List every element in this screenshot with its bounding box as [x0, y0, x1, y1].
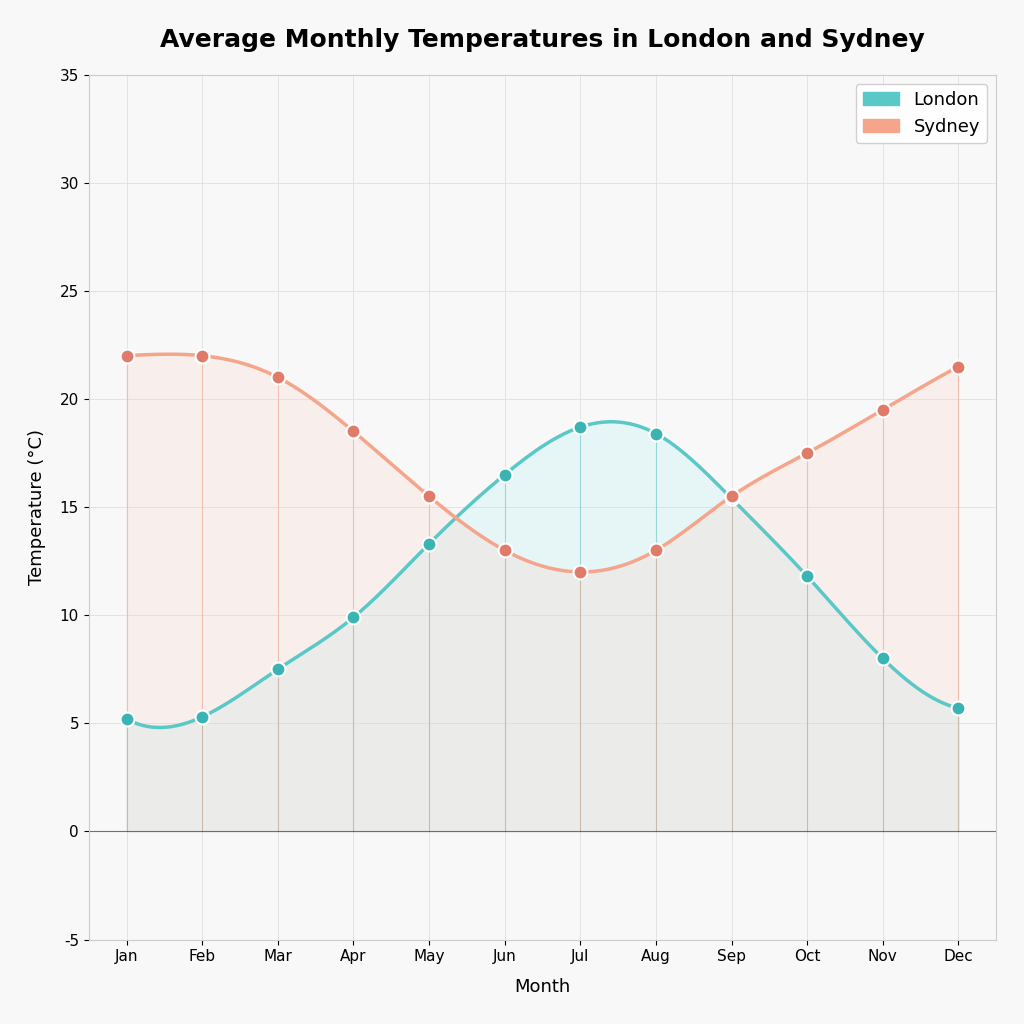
London: [604, 416, 616, 428]
Point: [950, 358, 967, 375]
Point: [799, 568, 815, 585]
London: [635, 421, 647, 433]
London: [622, 417, 634, 429]
London: [827, 599, 840, 611]
Y-axis label: Temperature (°C): Temperature (°C): [28, 429, 46, 585]
London: [121, 713, 133, 725]
Point: [874, 401, 891, 418]
Point: [723, 490, 739, 507]
Sydney: [827, 432, 840, 444]
Sydney: [123, 349, 135, 361]
X-axis label: Month: Month: [514, 978, 570, 996]
Sydney: [121, 349, 133, 361]
Point: [421, 536, 437, 552]
Line: Sydney: Sydney: [127, 354, 958, 572]
Point: [497, 467, 513, 483]
London: [952, 702, 965, 715]
London: [618, 417, 631, 429]
Point: [194, 347, 210, 364]
Title: Average Monthly Temperatures in London and Sydney: Average Monthly Temperatures in London a…: [160, 28, 925, 52]
Legend: London, Sydney: London, Sydney: [856, 84, 987, 143]
Point: [269, 369, 286, 385]
Line: London: London: [127, 422, 958, 727]
Sydney: [952, 360, 965, 373]
Point: [572, 564, 589, 581]
Point: [572, 419, 589, 435]
Point: [497, 542, 513, 558]
Point: [119, 347, 135, 364]
Point: [269, 662, 286, 678]
Sydney: [635, 552, 647, 564]
London: [880, 655, 892, 668]
London: [123, 715, 135, 727]
Sydney: [618, 559, 631, 571]
Point: [345, 423, 361, 439]
Point: [799, 444, 815, 461]
London: [154, 721, 166, 733]
Point: [345, 609, 361, 626]
Sydney: [577, 566, 589, 579]
Point: [421, 488, 437, 505]
Point: [194, 709, 210, 725]
Point: [950, 700, 967, 717]
Point: [648, 542, 665, 558]
Sydney: [880, 401, 892, 414]
Point: [874, 650, 891, 667]
Point: [648, 425, 665, 441]
Point: [723, 488, 739, 505]
Sydney: [622, 558, 634, 570]
Point: [119, 711, 135, 727]
Sydney: [162, 348, 174, 360]
